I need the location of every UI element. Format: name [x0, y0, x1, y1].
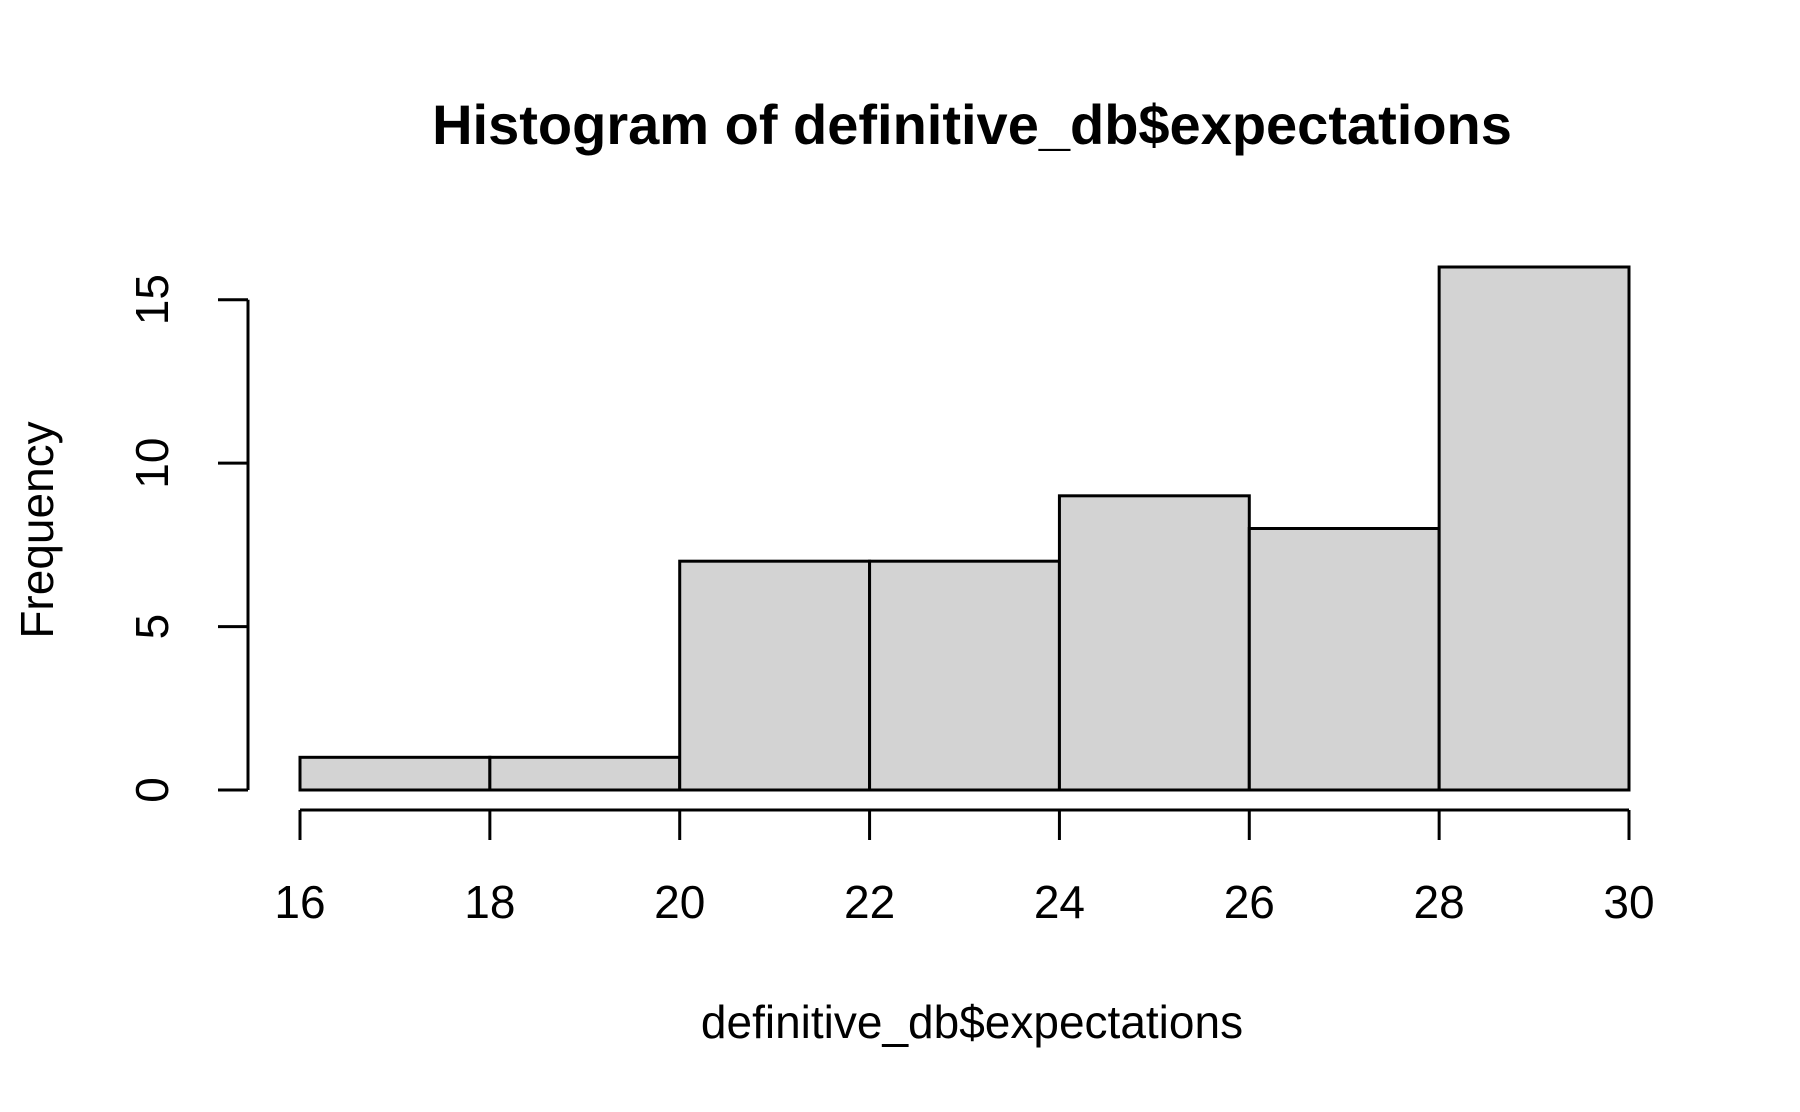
x-tick-label: 24 — [1034, 876, 1085, 928]
histogram-bar-16-18 — [298, 755, 492, 792]
x-tick-label: 30 — [1603, 876, 1654, 928]
histogram-bar-28-30 — [1437, 265, 1631, 792]
y-tick-label: 5 — [126, 614, 178, 640]
y-tick-label: 15 — [126, 274, 178, 325]
y-tick-label: 0 — [126, 777, 178, 803]
bars-group — [298, 265, 1631, 792]
x-axis-label: definitive_db$expectations — [701, 996, 1243, 1048]
x-axis: 16 18 20 22 24 26 28 30 — [274, 808, 1655, 928]
x-tick-label: 22 — [844, 876, 895, 928]
y-tick-label: 10 — [126, 438, 178, 489]
x-tick-label: 20 — [654, 876, 705, 928]
x-tick-label: 16 — [274, 876, 325, 928]
histogram-bar-22-24 — [868, 559, 1061, 792]
y-axis: 0 5 10 15 — [126, 274, 250, 803]
y-axis-label: Frequency — [11, 421, 63, 638]
histogram-bar-26-28 — [1247, 527, 1441, 792]
x-tick-label: 26 — [1224, 876, 1275, 928]
x-tick-label: 28 — [1414, 876, 1465, 928]
histogram-bar-20-22 — [678, 559, 872, 792]
histogram-bar-24-26 — [1057, 494, 1251, 792]
histogram-bar-18-20 — [488, 755, 682, 792]
x-tick-label: 18 — [464, 876, 515, 928]
chart-title: Histogram of definitive_db$expectations — [432, 93, 1512, 156]
